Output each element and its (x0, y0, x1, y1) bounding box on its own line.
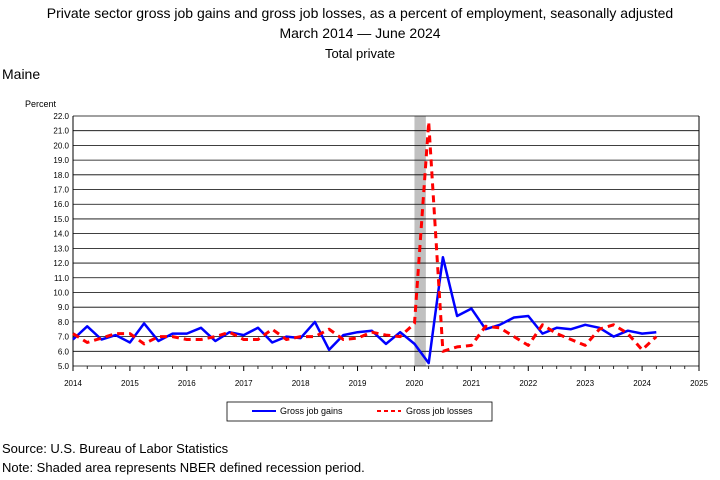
legend-box (226, 401, 493, 422)
y-tick-label: 21.0 (53, 127, 69, 136)
x-tick-label: 2018 (292, 379, 310, 388)
y-tick-label: 22.0 (53, 112, 69, 121)
y-tick-label: 11.0 (54, 274, 70, 283)
date-range-start: March 2014 (279, 25, 354, 41)
y-tick-labels: 5.0 6.0 7.0 8.0 9.0 10.0 11.0 12.0 13.0 14.0 15.0 1… (53, 112, 69, 371)
y-tick-label: 13.0 (53, 244, 69, 253)
y-tick-label: 19.0 (53, 156, 69, 165)
series-line-gains (72, 255, 657, 365)
chart-title: Private sector gross job gains and gross… (46, 5, 674, 21)
x-tick-label: 2016 (178, 379, 196, 388)
y-tick-label: 20.0 (53, 141, 69, 150)
y-tick-label: 5.0 (58, 362, 70, 371)
x-tick-label: 2019 (349, 379, 367, 388)
x-tick-label: 2021 (462, 379, 480, 388)
y-tick-label: 8.0 (58, 318, 70, 327)
y-tick-label: 9.0 (58, 303, 70, 312)
y-tick-label: 18.0 (53, 171, 69, 180)
x-tick-label: 2023 (576, 379, 594, 388)
series-layer (72, 120, 658, 365)
y-tick-label: 16.0 (53, 200, 69, 209)
legend: Gross job gains Gross job losses (226, 401, 493, 422)
legend-label-losses: Gross job losses (406, 406, 473, 416)
recession-note: Note: Shaded area represents NBER define… (2, 460, 365, 475)
x-tick-label: 2025 (690, 379, 708, 388)
x-tick-label: 2020 (406, 379, 424, 388)
date-range-end: June 2024 (375, 25, 441, 41)
recession-shading (414, 116, 426, 366)
y-tick-label: 10.0 (53, 288, 69, 297)
x-tick-label: 2024 (633, 379, 651, 388)
y-tick-label: 6.0 (58, 347, 70, 356)
x-tick-label: 2015 (121, 379, 139, 388)
y-tick-label: 14.0 (53, 230, 69, 239)
x-tick-label: 2017 (235, 379, 253, 388)
region-label: Maine (2, 66, 41, 82)
y-axis-label: Percent (25, 99, 57, 109)
grid-layer (72, 115, 700, 367)
date-range-dash: — (357, 25, 372, 41)
legend-label-gains: Gross job gains (280, 406, 343, 416)
x-tick-labels: 2014 2015 2016 2017 2018 2019 2020 2021 2022 2023… (64, 366, 708, 388)
y-tick-label: 12.0 (53, 259, 69, 268)
source-note: Source: U.S. Bureau of Labor Statistics (2, 441, 229, 456)
recession-shading-layer (414, 116, 426, 366)
y-tick-label: 17.0 (53, 186, 69, 195)
y-tick-label: 7.0 (58, 333, 70, 342)
chart-svg: 5.0 6.0 7.0 8.0 9.0 10.0 11.0 12.0 13.0 14.0 15.0 1… (53, 112, 708, 422)
series-line-losses (72, 120, 658, 353)
chart-date-range: March 2014 — June 2024 (0, 25, 720, 41)
y-tick-label: 15.0 (53, 215, 69, 224)
chart-subtitle: Total private (324, 46, 396, 61)
x-tick-label: 2014 (64, 379, 82, 388)
x-tick-label: 2022 (519, 379, 537, 388)
